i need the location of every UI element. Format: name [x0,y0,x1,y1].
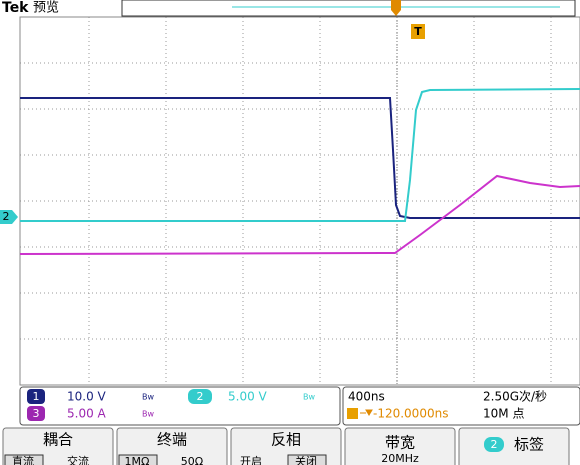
trigger-icon [347,408,358,419]
ch3-number: 3 [33,407,40,420]
ch3-bw-icon: Bw [142,410,154,419]
ch1-bw-icon: Bw [142,393,154,402]
graticule [20,17,580,385]
ch1-number: 1 [33,390,40,403]
menu-option: 交流 [67,454,89,465]
menu-option: 开启 [240,455,262,465]
sample-rate: 2.50G次/秒 [483,390,547,404]
menu-option: 20MHz [381,452,419,465]
ch1-waveform [20,97,580,219]
ch3-badge[interactable] [27,406,45,421]
option-selected [118,454,158,465]
menu-button[interactable] [344,427,456,465]
ch3-waveform [19,174,580,255]
ch1-scale: 10.0 V [67,390,107,404]
mode: 预览 [33,0,59,16]
ch1-badge[interactable] [27,389,45,404]
timebase-readout [342,386,580,426]
ch2-scale: 5.00 V [228,390,268,404]
menu-option: 1MΩ [125,455,150,465]
menu-badge-label: 2 [491,438,498,451]
menu-title: 反相 [271,431,301,449]
ch3-scale: 5.00 A [67,407,107,421]
option-selected [4,454,44,465]
menu-title: 终端 [157,431,187,449]
brand: Tek [2,0,29,16]
option-selected [287,454,327,465]
ch2-number: 2 [197,390,204,403]
trigger-arrow [360,409,373,416]
menu-title: 标签 [514,436,544,454]
record-length: 10M 点 [483,407,524,421]
timebase: 400ns [348,390,385,404]
graticule-border [19,16,580,386]
menu-title: 耦合 [43,431,73,449]
menu-option: 50Ω [181,455,203,465]
ch2-badge[interactable] [188,389,212,404]
menu-button[interactable] [458,427,570,465]
trigger-position: -120.0000ns [373,407,448,421]
menu-title: 带宽 [385,434,415,452]
record-bar [121,0,576,17]
menu-badge [484,437,504,452]
menu-option: 直流 [12,454,34,465]
ch2-marker [0,210,18,224]
ch2-marker-label: 2 [3,210,10,223]
ch2-bw-icon: Bw [303,393,315,402]
ch2-waveform [20,88,580,222]
menu-option: 关闭 [295,454,317,465]
trigger-pos-marker [391,0,401,16]
trigger-label: T [414,25,422,38]
trigger-badge [411,24,425,39]
channel-readout [19,386,341,426]
